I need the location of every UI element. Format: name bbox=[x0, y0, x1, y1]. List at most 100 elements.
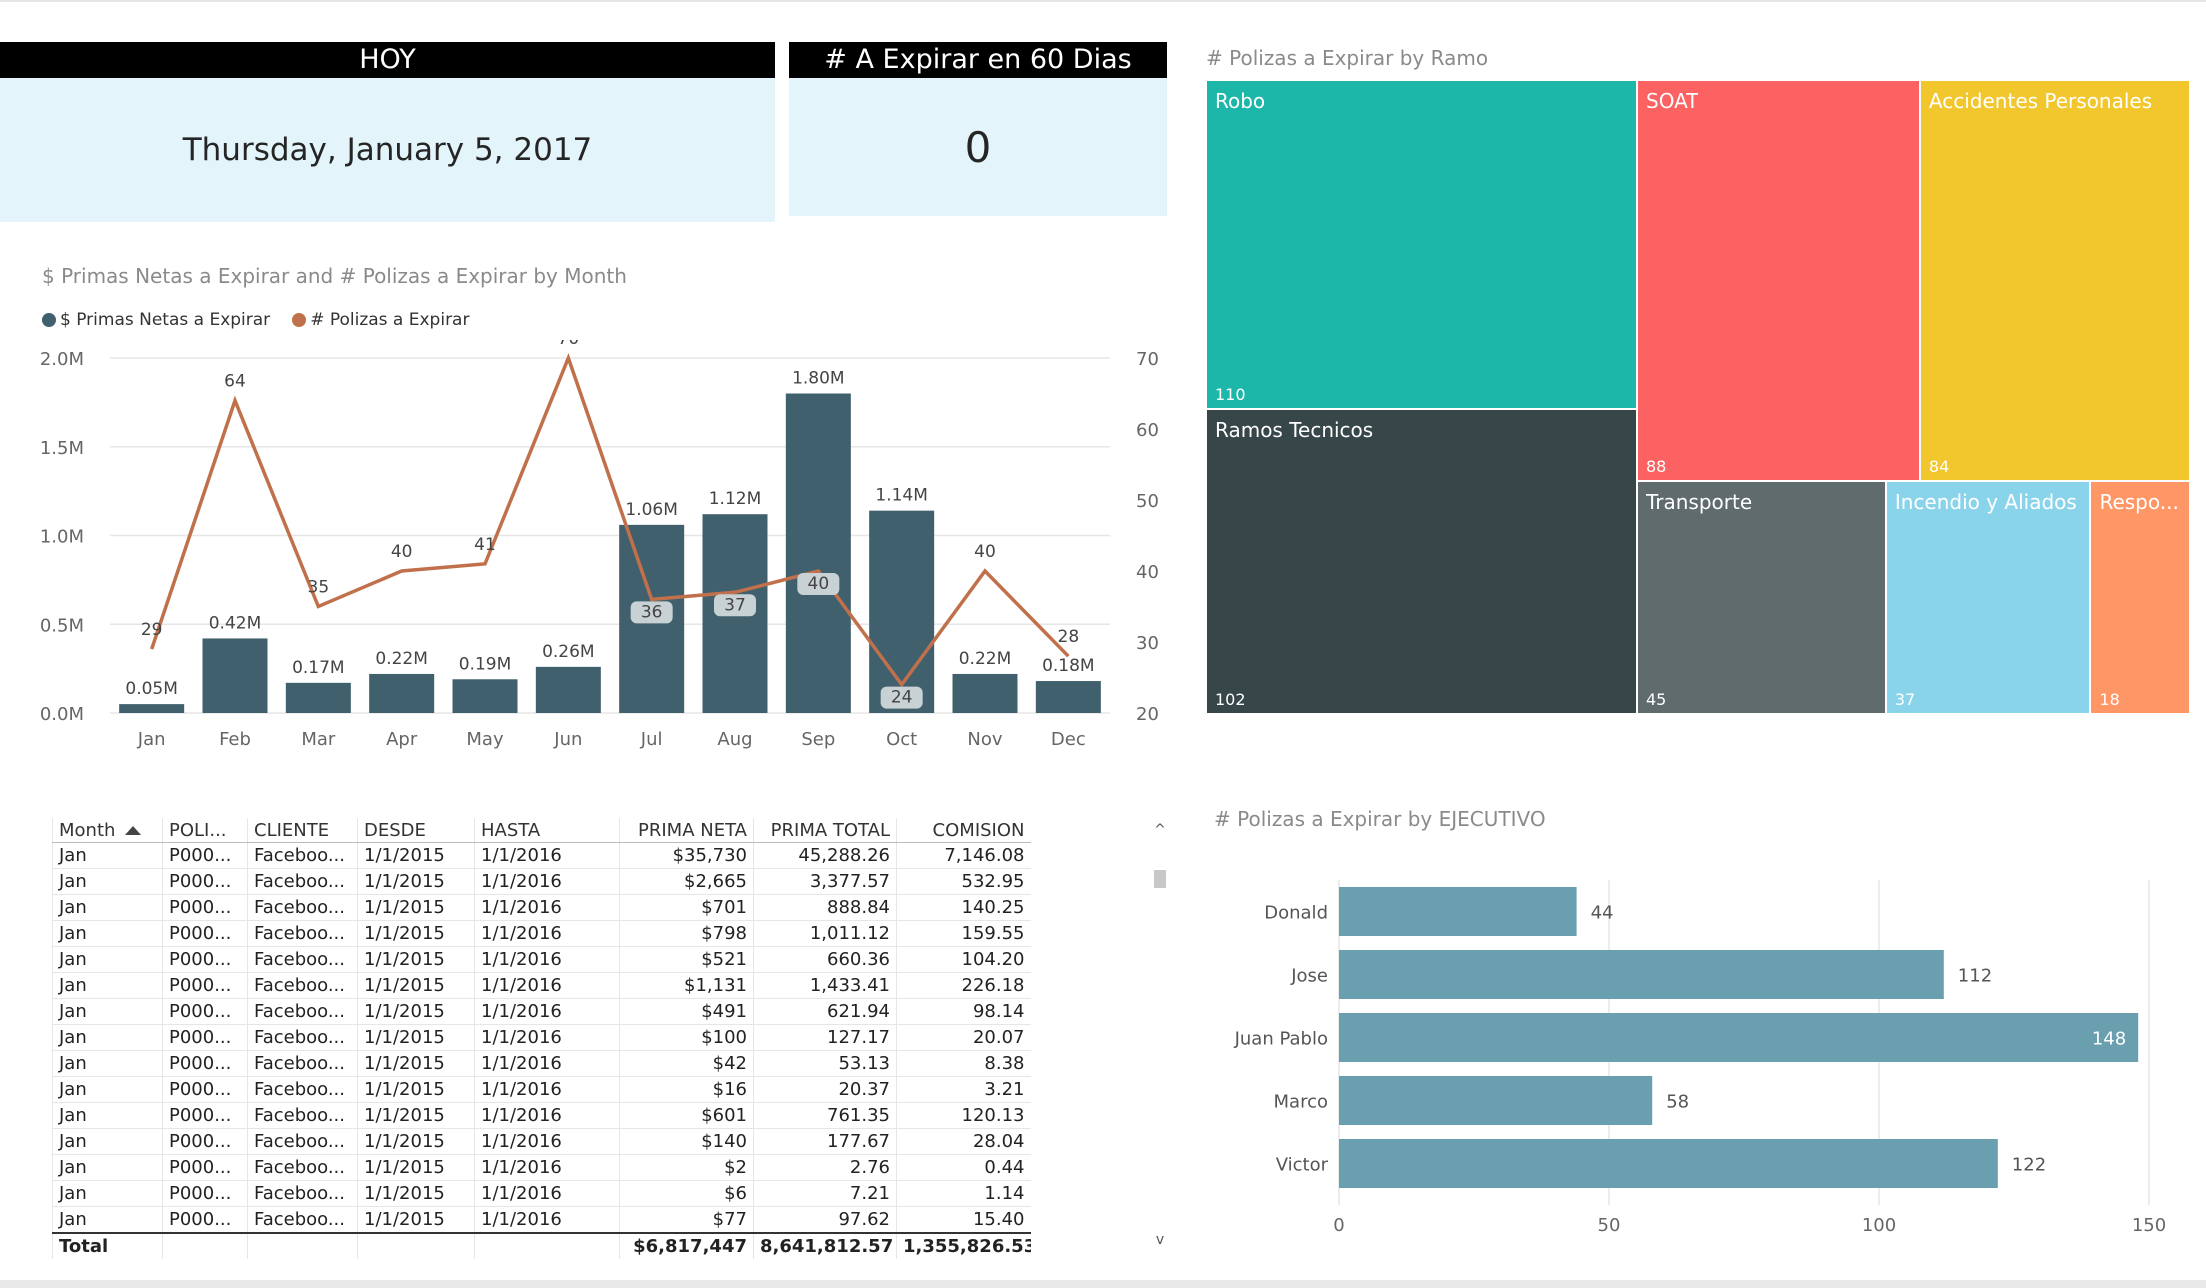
x-tick-label: 100 bbox=[1862, 1215, 1896, 1236]
table-cell: 1/1/2015 bbox=[357, 1206, 475, 1234]
table-cell: 1/1/2015 bbox=[357, 972, 475, 999]
line-data-label: 35 bbox=[308, 578, 330, 598]
table-cell: 7.21 bbox=[753, 1180, 897, 1207]
bar-data-label: 1.14M bbox=[875, 486, 928, 506]
card-hoy-value: Thursday, January 5, 2017 bbox=[182, 132, 593, 168]
column-header[interactable]: PRIMA TOTAL bbox=[753, 818, 897, 843]
table-row[interactable]: Jan P000... Faceboo... 1/1/2015 1/1/2016 $2 2.… bbox=[52, 1154, 1031, 1181]
bar-jan[interactable] bbox=[119, 704, 185, 713]
scroll-thumb[interactable] bbox=[1154, 870, 1166, 888]
treemap-tile[interactable]: Incendio y Aliados 37 bbox=[1885, 480, 2091, 714]
table-cell: P000... bbox=[162, 1024, 248, 1051]
exec-bar-jose[interactable] bbox=[1339, 950, 1944, 999]
column-header[interactable]: DESDE bbox=[357, 818, 475, 843]
table-cell: 28.04 bbox=[896, 1128, 1031, 1155]
table-row[interactable]: Jan P000... Faceboo... 1/1/2015 1/1/2016 $42 5… bbox=[52, 1050, 1031, 1077]
table-cell bbox=[474, 1232, 620, 1259]
bar-nov[interactable] bbox=[952, 673, 1018, 713]
bar-apr[interactable] bbox=[369, 673, 435, 713]
x-tick-label: Nov bbox=[967, 729, 1002, 750]
table-cell: 1/1/2016 bbox=[474, 842, 620, 869]
table-cell: 1/1/2016 bbox=[474, 972, 620, 999]
line-series[interactable] bbox=[150, 353, 1070, 688]
column-header-label: PRIMA TOTAL bbox=[770, 819, 890, 841]
table-row[interactable]: Jan P000... Faceboo... 1/1/2015 1/1/2016 $701… bbox=[52, 894, 1031, 921]
treemap-tile[interactable]: Transporte 45 bbox=[1637, 480, 1886, 714]
table-body: Jan P000... Faceboo... 1/1/2015 1/1/2016 $35,… bbox=[52, 842, 1031, 1259]
table-cell: 1/1/2016 bbox=[474, 1128, 620, 1155]
table-row[interactable]: Jan P000... Faceboo... 1/1/2015 1/1/2016 $77 9… bbox=[52, 1206, 1031, 1234]
column-header-label: HASTA bbox=[481, 819, 541, 841]
table-cell: 1/1/2016 bbox=[474, 1050, 620, 1077]
exec-bar-marco[interactable] bbox=[1339, 1076, 1653, 1125]
table-cell: Faceboo... bbox=[247, 1128, 358, 1155]
treemap-tile[interactable]: Robo 110 bbox=[1206, 80, 1637, 409]
table-cell: 1,011.12 bbox=[753, 920, 897, 947]
bar-mar[interactable] bbox=[285, 682, 351, 713]
scroll-down-icon[interactable]: v bbox=[1155, 1232, 1165, 1248]
bar-feb[interactable] bbox=[202, 638, 268, 713]
table-row[interactable]: Jan P000... Faceboo... 1/1/2015 1/1/2016 $6 7.… bbox=[52, 1180, 1031, 1207]
bar-sep[interactable] bbox=[785, 393, 851, 714]
table-cell: Faceboo... bbox=[247, 946, 358, 973]
column-header[interactable]: POLI... bbox=[162, 818, 248, 843]
treemap-tile[interactable]: Respo... 18 bbox=[2090, 480, 2190, 714]
bar-oct[interactable] bbox=[869, 510, 935, 713]
table-cell: $701 bbox=[619, 894, 754, 921]
table-cell: Faceboo... bbox=[247, 972, 358, 999]
legend-bar-marker-icon bbox=[42, 313, 56, 327]
column-header[interactable]: CLIENTE bbox=[247, 818, 358, 843]
table-row[interactable]: Jan P000... Faceboo... 1/1/2015 1/1/2016 $100… bbox=[52, 1024, 1031, 1051]
scroll-up-icon[interactable]: ^ bbox=[1154, 822, 1166, 838]
bar-jun[interactable] bbox=[535, 666, 601, 713]
table-row[interactable]: Jan P000... Faceboo... 1/1/2015 1/1/2016 $140… bbox=[52, 1128, 1031, 1155]
table-cell: 1/1/2015 bbox=[357, 1128, 475, 1155]
column-header[interactable]: PRIMA NETA bbox=[619, 818, 754, 843]
table-row[interactable]: Jan P000... Faceboo... 1/1/2015 1/1/2016 $798… bbox=[52, 920, 1031, 947]
card-expirar: # A Expirar en 60 Dias 0 bbox=[789, 42, 1167, 216]
table-cell: 120.13 bbox=[896, 1102, 1031, 1129]
table-cell: 621.94 bbox=[753, 998, 897, 1025]
exec-bar-victor[interactable] bbox=[1339, 1139, 1998, 1188]
bar-data-label: 1.12M bbox=[709, 489, 762, 509]
x-tick-label: May bbox=[466, 729, 504, 750]
table-row[interactable]: Jan P000... Faceboo... 1/1/2015 1/1/2016 $2,6… bbox=[52, 868, 1031, 895]
table-row[interactable]: Jan P000... Faceboo... 1/1/2015 1/1/2016 $601… bbox=[52, 1102, 1031, 1129]
sort-ascending-icon[interactable] bbox=[125, 826, 142, 835]
x-tick-label: Jun bbox=[553, 729, 582, 750]
exec-bar-juan-pablo[interactable] bbox=[1339, 1013, 2139, 1062]
table-cell: $491 bbox=[619, 998, 754, 1025]
line-data-label: 37 bbox=[724, 595, 746, 615]
table-cell bbox=[162, 1232, 248, 1259]
bar-may[interactable] bbox=[452, 679, 518, 713]
treemap-tile[interactable]: Accidentes Personales 84 bbox=[1919, 80, 2190, 481]
table-row[interactable]: Jan P000... Faceboo... 1/1/2015 1/1/2016 $35,… bbox=[52, 842, 1031, 869]
table-cell: Faceboo... bbox=[247, 1206, 358, 1234]
line-data-label: 36 bbox=[641, 602, 663, 622]
treemap[interactable]: Robo 110 Ramos Tecnicos 102 SOAT 88 Accidentes… bbox=[1206, 80, 2190, 714]
treemap-tile[interactable]: SOAT 88 bbox=[1637, 80, 1920, 481]
x-tick-label: Mar bbox=[301, 729, 336, 750]
table-scrollbar[interactable]: ^ v bbox=[1151, 822, 1169, 1252]
table-cell: 1/1/2016 bbox=[474, 868, 620, 895]
executive-chart[interactable]: 0 50 100 150 Donald 44 Jose 112 Juan Pablo 148 Mar… bbox=[1200, 840, 2200, 1240]
table-row[interactable]: Jan P000... Faceboo... 1/1/2015 1/1/2016 $16 2… bbox=[52, 1076, 1031, 1103]
treemap-tile[interactable]: Ramos Tecnicos 102 bbox=[1206, 408, 1637, 714]
table-cell: Faceboo... bbox=[247, 842, 358, 869]
table-cell: P000... bbox=[162, 1128, 248, 1155]
column-header[interactable]: COMISION bbox=[896, 818, 1031, 843]
table-cell: 20.37 bbox=[753, 1076, 897, 1103]
table-cell: 140.25 bbox=[896, 894, 1031, 921]
bar-dec[interactable] bbox=[1035, 681, 1101, 713]
table-cell: 98.14 bbox=[896, 998, 1031, 1025]
table-row[interactable]: Jan P000... Faceboo... 1/1/2015 1/1/2016 $521… bbox=[52, 946, 1031, 973]
exec-bar-donald[interactable] bbox=[1339, 887, 1577, 936]
table-cell bbox=[357, 1232, 475, 1259]
combo-legend[interactable]: $ Primas Netas a Expirar # Polizas a Exp… bbox=[42, 310, 469, 330]
table-row[interactable]: Jan P000... Faceboo... 1/1/2015 1/1/2016 $491… bbox=[52, 998, 1031, 1025]
combo-chart[interactable]: 0.0M 0.5M 1.0M 1.5M 2.0M 20 30 40 50 60 70 0.05M Jan… bbox=[0, 340, 1180, 760]
table-row[interactable]: Jan P000... Faceboo... 1/1/2015 1/1/2016 $1,1… bbox=[52, 972, 1031, 999]
column-header[interactable]: Month bbox=[52, 818, 163, 843]
column-header[interactable]: HASTA bbox=[474, 818, 620, 843]
table-total-row[interactable]: Total $6,817,447 8,641,812.57 1,355,826.53 bbox=[52, 1232, 1031, 1259]
